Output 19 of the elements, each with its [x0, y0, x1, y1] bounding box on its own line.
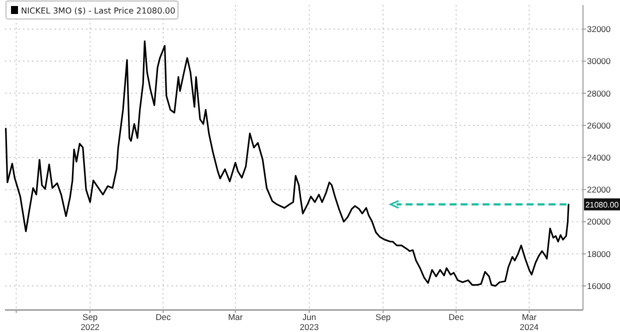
y-tick-label: 16000 [587, 280, 611, 291]
annotation: 21080.00 [585, 200, 620, 210]
x-tick-label: Mar 2024 [520, 312, 539, 332]
y-tick-label: 22000 [587, 184, 611, 195]
line-series [5, 40, 570, 287]
x-tick-label: Mar [228, 312, 243, 322]
x-tick-label: Jun 2023 [300, 312, 319, 332]
y-tick-label: 28000 [587, 88, 611, 98]
legend-label: NICKEL 3MO ($) - Last Price 21080.00 [21, 6, 176, 16]
x-tick-label: Dec [448, 312, 464, 322]
x-tick-label: Sep [376, 312, 391, 322]
y-tick-label: 26000 [587, 120, 611, 130]
y-tick-label: 30000 [587, 56, 611, 66]
x-tick-label: Dec [156, 312, 172, 322]
y-tick-label: 24000 [587, 152, 611, 162]
y-tick-label: 20000 [587, 216, 611, 227]
y-tick-label: 18000 [587, 248, 611, 259]
x-tick-label: Sep 2022 [80, 312, 100, 332]
y-tick-label: 32000 [587, 24, 611, 34]
